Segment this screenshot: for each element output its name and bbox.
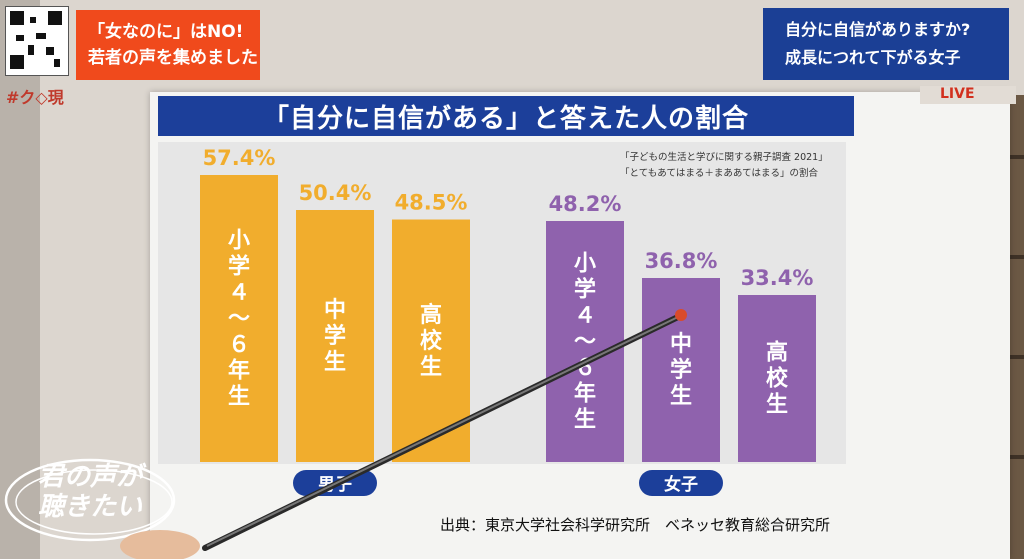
- topic-line1: 自分に自信がありますか?: [785, 20, 971, 39]
- survey-note-line2: 「とてもあてはまる＋まああてはまる」の割合: [620, 168, 818, 179]
- presentation-screen: 「自分に自信がある」と答えた人の割合 「子どもの生活と学びに関する親子調査 20…: [150, 92, 1010, 559]
- headline-caption: 「女なのに」はNO! 若者の声を集めました: [76, 10, 260, 80]
- studio-background: [0, 0, 40, 559]
- chart-title: 「自分に自信がある」と答えた人の割合: [158, 96, 854, 136]
- live-indicator: LIVE: [940, 86, 975, 102]
- survey-note: 「子どもの生活と学びに関する親子調査 2021」 「とてもあてはまる＋まああては…: [620, 150, 828, 182]
- program-logo: [4, 458, 176, 542]
- headline-line2: 若者の声を集めました: [88, 48, 258, 68]
- program-hashtag: #ク◇現: [6, 88, 64, 107]
- source-credit: 出典：東京大学社会科学研究所 ベネッセ教育総合研究所: [440, 516, 831, 534]
- logo-line1: 君の声が: [38, 462, 143, 492]
- survey-note-line1: 「子どもの生活と学びに関する親子調査 2021」: [620, 152, 828, 163]
- topic-caption: 自分に自信がありますか? 成長につれて下がる女子: [763, 8, 1009, 80]
- live-strip: [920, 86, 1016, 104]
- topic-line2: 成長につれて下がる女子: [785, 48, 961, 67]
- qr-code-icon: [5, 6, 69, 76]
- logo-line2: 聴きたい: [38, 492, 143, 522]
- program-logo-text: 君の声が 聴きたい: [38, 462, 142, 522]
- headline-line1: 「女なのに」はNO!: [88, 22, 244, 42]
